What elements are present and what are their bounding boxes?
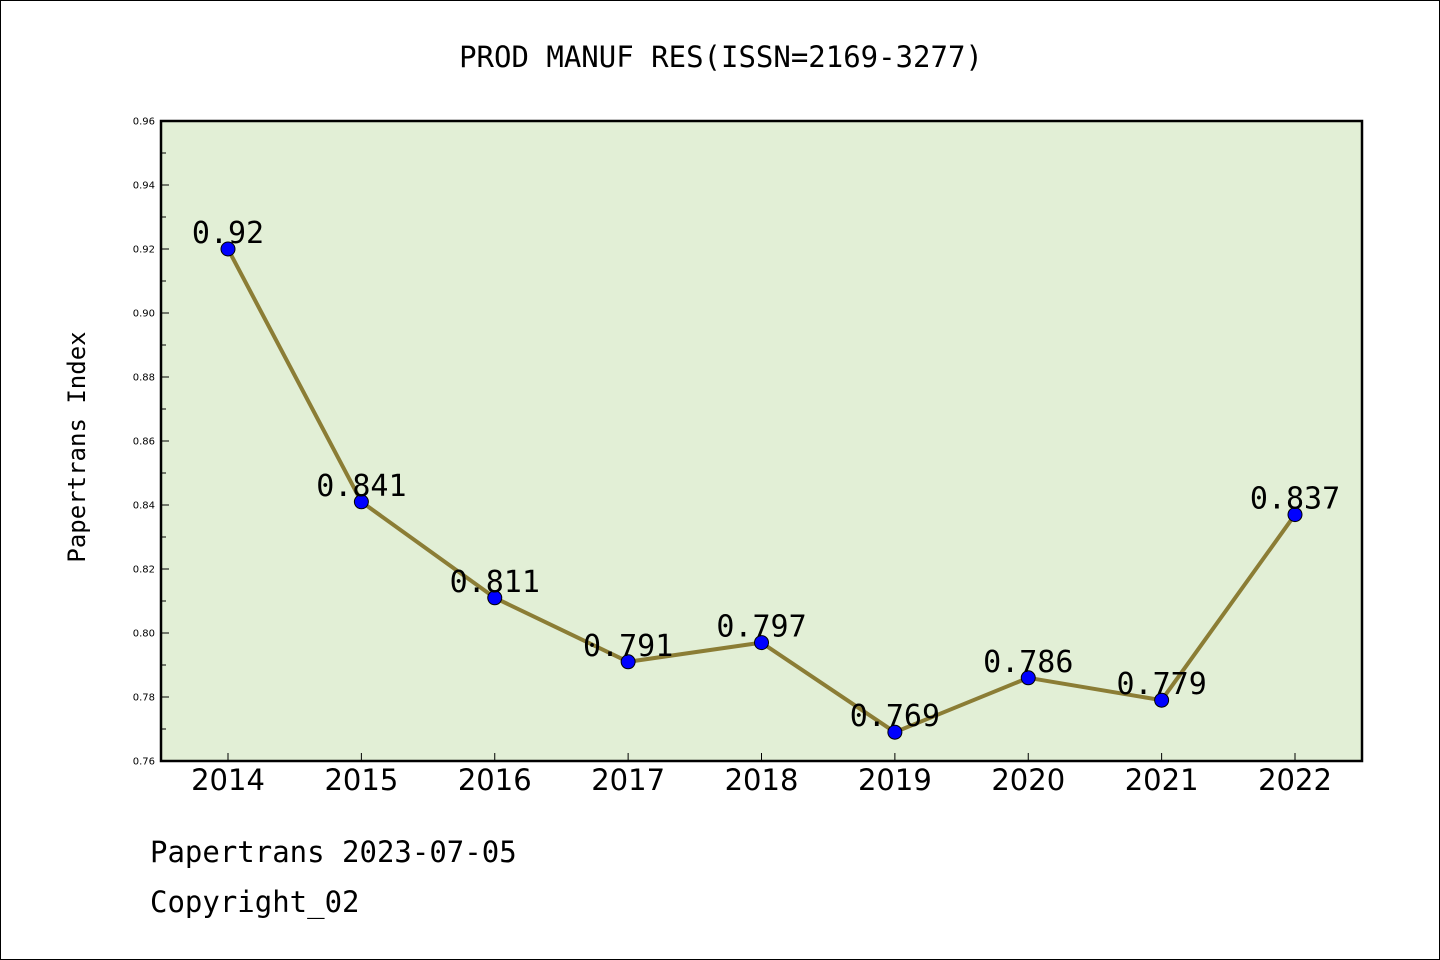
y-tick-label: 0.96 (133, 117, 155, 128)
data-point-marker (754, 635, 769, 651)
x-axis-ticks: 2014 2015 2016 2017 2018 2019 2020 2021 2022 (191, 753, 1332, 797)
data-point-marker (220, 241, 236, 257)
x-tick-label: 2016 (458, 763, 532, 797)
data-labels: 0.92 0.841 0.811 0.791 0.797 0.769 0.786 0.779 0… (192, 216, 1340, 734)
data-point-marker (620, 654, 636, 670)
data-point-marker (1020, 670, 1036, 686)
x-tick-label: 2018 (725, 763, 799, 797)
x-tick-label: 2014 (191, 763, 265, 797)
x-tick-label: 2017 (591, 763, 665, 797)
y-tick-label: 0.90 (133, 309, 155, 320)
data-point-marker (1287, 507, 1303, 523)
x-tick-label: 2022 (1258, 763, 1332, 797)
x-tick-label: 2019 (858, 763, 932, 797)
data-point-marker (1154, 692, 1170, 708)
x-tick-label: 2015 (324, 763, 398, 797)
data-value-label: 0.797 (716, 610, 806, 645)
y-tick-label: 0.76 (133, 757, 155, 768)
data-value-label: 0.786 (983, 645, 1073, 680)
y-tick-label: 0.92 (133, 245, 155, 256)
y-tick-label: 0.88 (133, 373, 155, 384)
y-tick-label: 0.78 (133, 693, 155, 704)
data-point-marker (887, 724, 903, 740)
data-value-label: 0.92 (192, 216, 264, 251)
footer-copyright: Copyright_02 (150, 885, 360, 919)
y-tick-label: 0.94 (133, 181, 155, 192)
y-axis-ticks: 0.76 0.78 0.80 0.82 0.84 0.86 0.88 0.90 0.92 0.94… (133, 117, 169, 768)
data-point-marker (487, 590, 503, 606)
x-tick-label: 2021 (1125, 763, 1199, 797)
data-value-label: 0.779 (1116, 667, 1206, 702)
data-value-label: 0.769 (850, 699, 940, 734)
y-tick-label: 0.86 (133, 437, 155, 448)
data-value-label: 0.841 (316, 469, 406, 504)
data-value-label: 0.837 (1250, 482, 1340, 517)
plot-area (159, 119, 1364, 763)
y-tick-label: 0.82 (133, 565, 155, 576)
y-axis-label: Papertrans Index (63, 331, 91, 562)
y-tick-label: 0.84 (133, 501, 155, 512)
data-point-marker (353, 494, 369, 510)
x-tick-label: 2020 (991, 763, 1065, 797)
data-markers (220, 241, 1303, 740)
footer-date: Papertrans 2023-07-05 (150, 835, 517, 869)
chart-title: PROD MANUF RES(ISSN=2169-3277) (459, 40, 983, 74)
data-value-label: 0.791 (583, 629, 673, 664)
y-tick-label: 0.80 (133, 629, 155, 640)
data-value-label: 0.811 (450, 565, 540, 600)
